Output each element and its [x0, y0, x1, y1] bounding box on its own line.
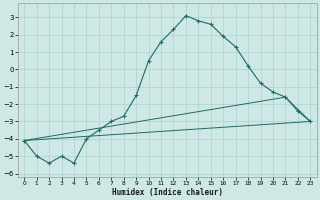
X-axis label: Humidex (Indice chaleur): Humidex (Indice chaleur)	[112, 188, 223, 197]
